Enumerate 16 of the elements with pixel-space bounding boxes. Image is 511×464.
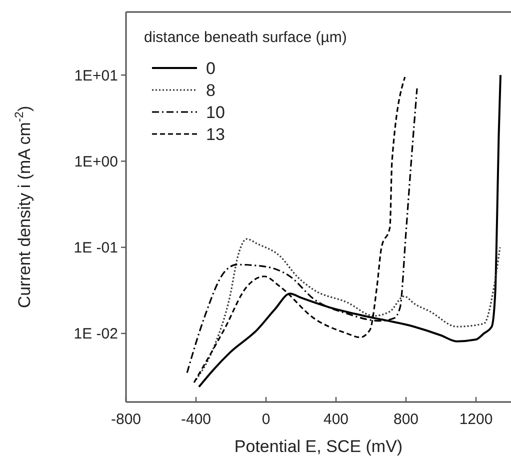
legend-label: 8	[206, 80, 216, 100]
legend-label: 10	[206, 102, 225, 122]
legend-label: 0	[206, 58, 216, 78]
y-tick-label: 1E+01	[74, 67, 118, 84]
y-tick-label: 1E -01	[74, 240, 118, 257]
x-tick-label: 0	[262, 411, 270, 428]
x-tick-label: 400	[323, 411, 349, 428]
y-tick-label: 1E -02	[74, 326, 118, 343]
x-tick-label: -800	[110, 411, 142, 428]
x-tick-label: -400	[180, 411, 212, 428]
legend-title: distance beneath surface (µm)	[144, 29, 347, 46]
x-axis-title: Potential E, SCE (mV)	[234, 437, 403, 456]
legend-label: 13	[206, 124, 225, 144]
y-tick-label: 1E+00	[74, 153, 118, 170]
x-tick-label: 800	[393, 411, 419, 428]
x-tick-label: 1200	[459, 411, 493, 428]
